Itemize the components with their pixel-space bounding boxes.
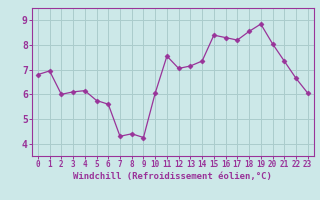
X-axis label: Windchill (Refroidissement éolien,°C): Windchill (Refroidissement éolien,°C): [73, 172, 272, 181]
